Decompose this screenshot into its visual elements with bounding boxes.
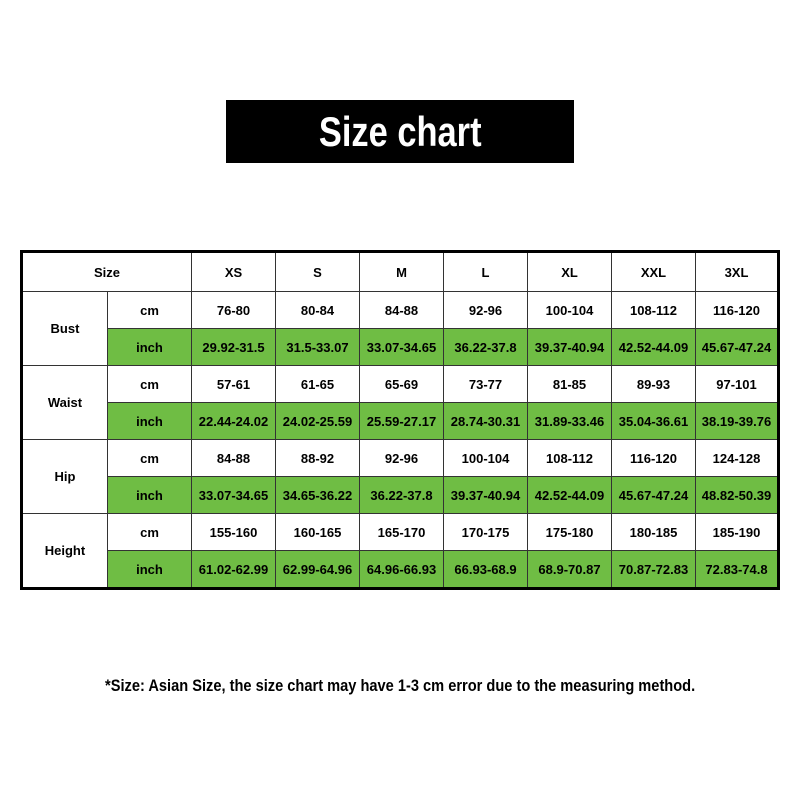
- unit-label-cm: cm: [107, 365, 192, 403]
- cm-value-cell: 185-190: [695, 513, 779, 551]
- size-column-header: M: [359, 251, 444, 292]
- unit-label-cm: cm: [107, 291, 192, 329]
- size-column-header: 3XL: [695, 251, 779, 292]
- inch-value-cell: 72.83-74.8: [695, 550, 779, 589]
- cm-value-cell: 116-120: [611, 439, 696, 477]
- inch-value-cell: 33.07-34.65: [359, 328, 444, 366]
- inch-value-cell: 61.02-62.99: [191, 550, 276, 589]
- cm-value-cell: 180-185: [611, 513, 696, 551]
- table-row-cm: Bust cm 76-80 80-84 84-88 92-96 100-104 108-112…: [21, 291, 779, 366]
- unit-label-inch: inch: [107, 476, 192, 514]
- table-row-cm: Height cm 155-160 160-165 165-170 170-175 175-…: [21, 513, 779, 589]
- inch-value-cell: 38.19-39.76: [695, 402, 779, 440]
- size-column-header: L: [443, 251, 528, 292]
- size-column-header: XS: [191, 251, 276, 292]
- cm-value-cell: 73-77: [443, 365, 528, 403]
- page-title: Size chart: [318, 107, 482, 155]
- cm-value-cell: 88-92: [275, 439, 360, 477]
- footnote-text: *Size: Asian Size, the size chart may ha…: [104, 676, 696, 695]
- cm-value-cell: 116-120: [695, 291, 779, 329]
- table-row-cm: Hip cm 84-88 88-92 92-96 100-104 108-112 116-12…: [21, 439, 779, 514]
- size-header: Size: [21, 251, 192, 292]
- table-row-inch: inch 33.07-34.65 34.65-36.22 36.22-37.8 39.3…: [22, 476, 779, 514]
- title-banner: Size chart: [226, 100, 574, 163]
- size-column-header: XL: [527, 251, 612, 292]
- inch-value-cell: 29.92-31.5: [191, 328, 276, 366]
- inch-value-cell: 31.5-33.07: [275, 328, 360, 366]
- inch-value-cell: 31.89-33.46: [527, 402, 612, 440]
- measurement-label: Hip: [21, 439, 108, 514]
- unit-label-inch: inch: [107, 550, 192, 589]
- unit-label-cm: cm: [107, 513, 192, 551]
- cm-value-cell: 81-85: [527, 365, 612, 403]
- inch-value-cell: 33.07-34.65: [191, 476, 276, 514]
- header-row: Size XS S M L XL XXL 3XL: [21, 251, 779, 292]
- inch-value-cell: 36.22-37.8: [443, 328, 528, 366]
- cm-value-cell: 57-61: [191, 365, 276, 403]
- cm-value-cell: 108-112: [527, 439, 612, 477]
- cm-value-cell: 65-69: [359, 365, 444, 403]
- inch-value-cell: 22.44-24.02: [191, 402, 276, 440]
- cm-value-cell: 100-104: [527, 291, 612, 329]
- unit-label-cm: cm: [107, 439, 192, 477]
- inch-value-cell: 66.93-68.9: [443, 550, 528, 589]
- inch-value-cell: 42.52-44.09: [527, 476, 612, 514]
- inch-value-cell: 62.99-64.96: [275, 550, 360, 589]
- inch-value-cell: 42.52-44.09: [611, 328, 696, 366]
- inch-value-cell: 25.59-27.17: [359, 402, 444, 440]
- cm-value-cell: 92-96: [443, 291, 528, 329]
- size-table: Size XS S M L XL XXL 3XL Bust cm 76-80 80-84 84-88 92…: [20, 250, 780, 590]
- cm-value-cell: 89-93: [611, 365, 696, 403]
- inch-value-cell: 48.82-50.39: [695, 476, 779, 514]
- inch-value-cell: 45.67-47.24: [611, 476, 696, 514]
- cm-value-cell: 160-165: [275, 513, 360, 551]
- cm-value-cell: 76-80: [191, 291, 276, 329]
- size-column-header: S: [275, 251, 360, 292]
- inch-value-cell: 45.67-47.24: [695, 328, 779, 366]
- inch-value-cell: 70.87-72.83: [611, 550, 696, 589]
- inch-value-cell: 68.9-70.87: [527, 550, 612, 589]
- cm-value-cell: 155-160: [191, 513, 276, 551]
- inch-value-cell: 35.04-36.61: [611, 402, 696, 440]
- inch-value-cell: 36.22-37.8: [359, 476, 444, 514]
- footnote: *Size: Asian Size, the size chart may ha…: [0, 676, 800, 696]
- table-row-inch: inch 29.92-31.5 31.5-33.07 33.07-34.65 36.22…: [22, 328, 779, 366]
- inch-value-cell: 64.96-66.93: [359, 550, 444, 589]
- table-row-inch: inch 22.44-24.02 24.02-25.59 25.59-27.17 28.…: [22, 402, 779, 440]
- inch-value-cell: 34.65-36.22: [275, 476, 360, 514]
- inch-value-cell: 39.37-40.94: [527, 328, 612, 366]
- cm-value-cell: 84-88: [359, 291, 444, 329]
- table-row-inch: inch 61.02-62.99 62.99-64.96 64.96-66.93 66.…: [22, 550, 779, 589]
- size-column-header: XXL: [611, 251, 696, 292]
- cm-value-cell: 124-128: [695, 439, 779, 477]
- cm-value-cell: 165-170: [359, 513, 444, 551]
- inch-value-cell: 28.74-30.31: [443, 402, 528, 440]
- cm-value-cell: 170-175: [443, 513, 528, 551]
- inch-value-cell: 24.02-25.59: [275, 402, 360, 440]
- cm-value-cell: 97-101: [695, 365, 779, 403]
- cm-value-cell: 175-180: [527, 513, 612, 551]
- cm-value-cell: 100-104: [443, 439, 528, 477]
- cm-value-cell: 80-84: [275, 291, 360, 329]
- cm-value-cell: 92-96: [359, 439, 444, 477]
- table-row-cm: Waist cm 57-61 61-65 65-69 73-77 81-85 89-93 97-…: [21, 365, 779, 440]
- cm-value-cell: 61-65: [275, 365, 360, 403]
- unit-label-inch: inch: [107, 402, 192, 440]
- cm-value-cell: 84-88: [191, 439, 276, 477]
- measurement-label: Bust: [21, 291, 108, 366]
- unit-label-inch: inch: [107, 328, 192, 366]
- measurement-label: Waist: [21, 365, 108, 440]
- inch-value-cell: 39.37-40.94: [443, 476, 528, 514]
- cm-value-cell: 108-112: [611, 291, 696, 329]
- measurement-label: Height: [21, 513, 108, 589]
